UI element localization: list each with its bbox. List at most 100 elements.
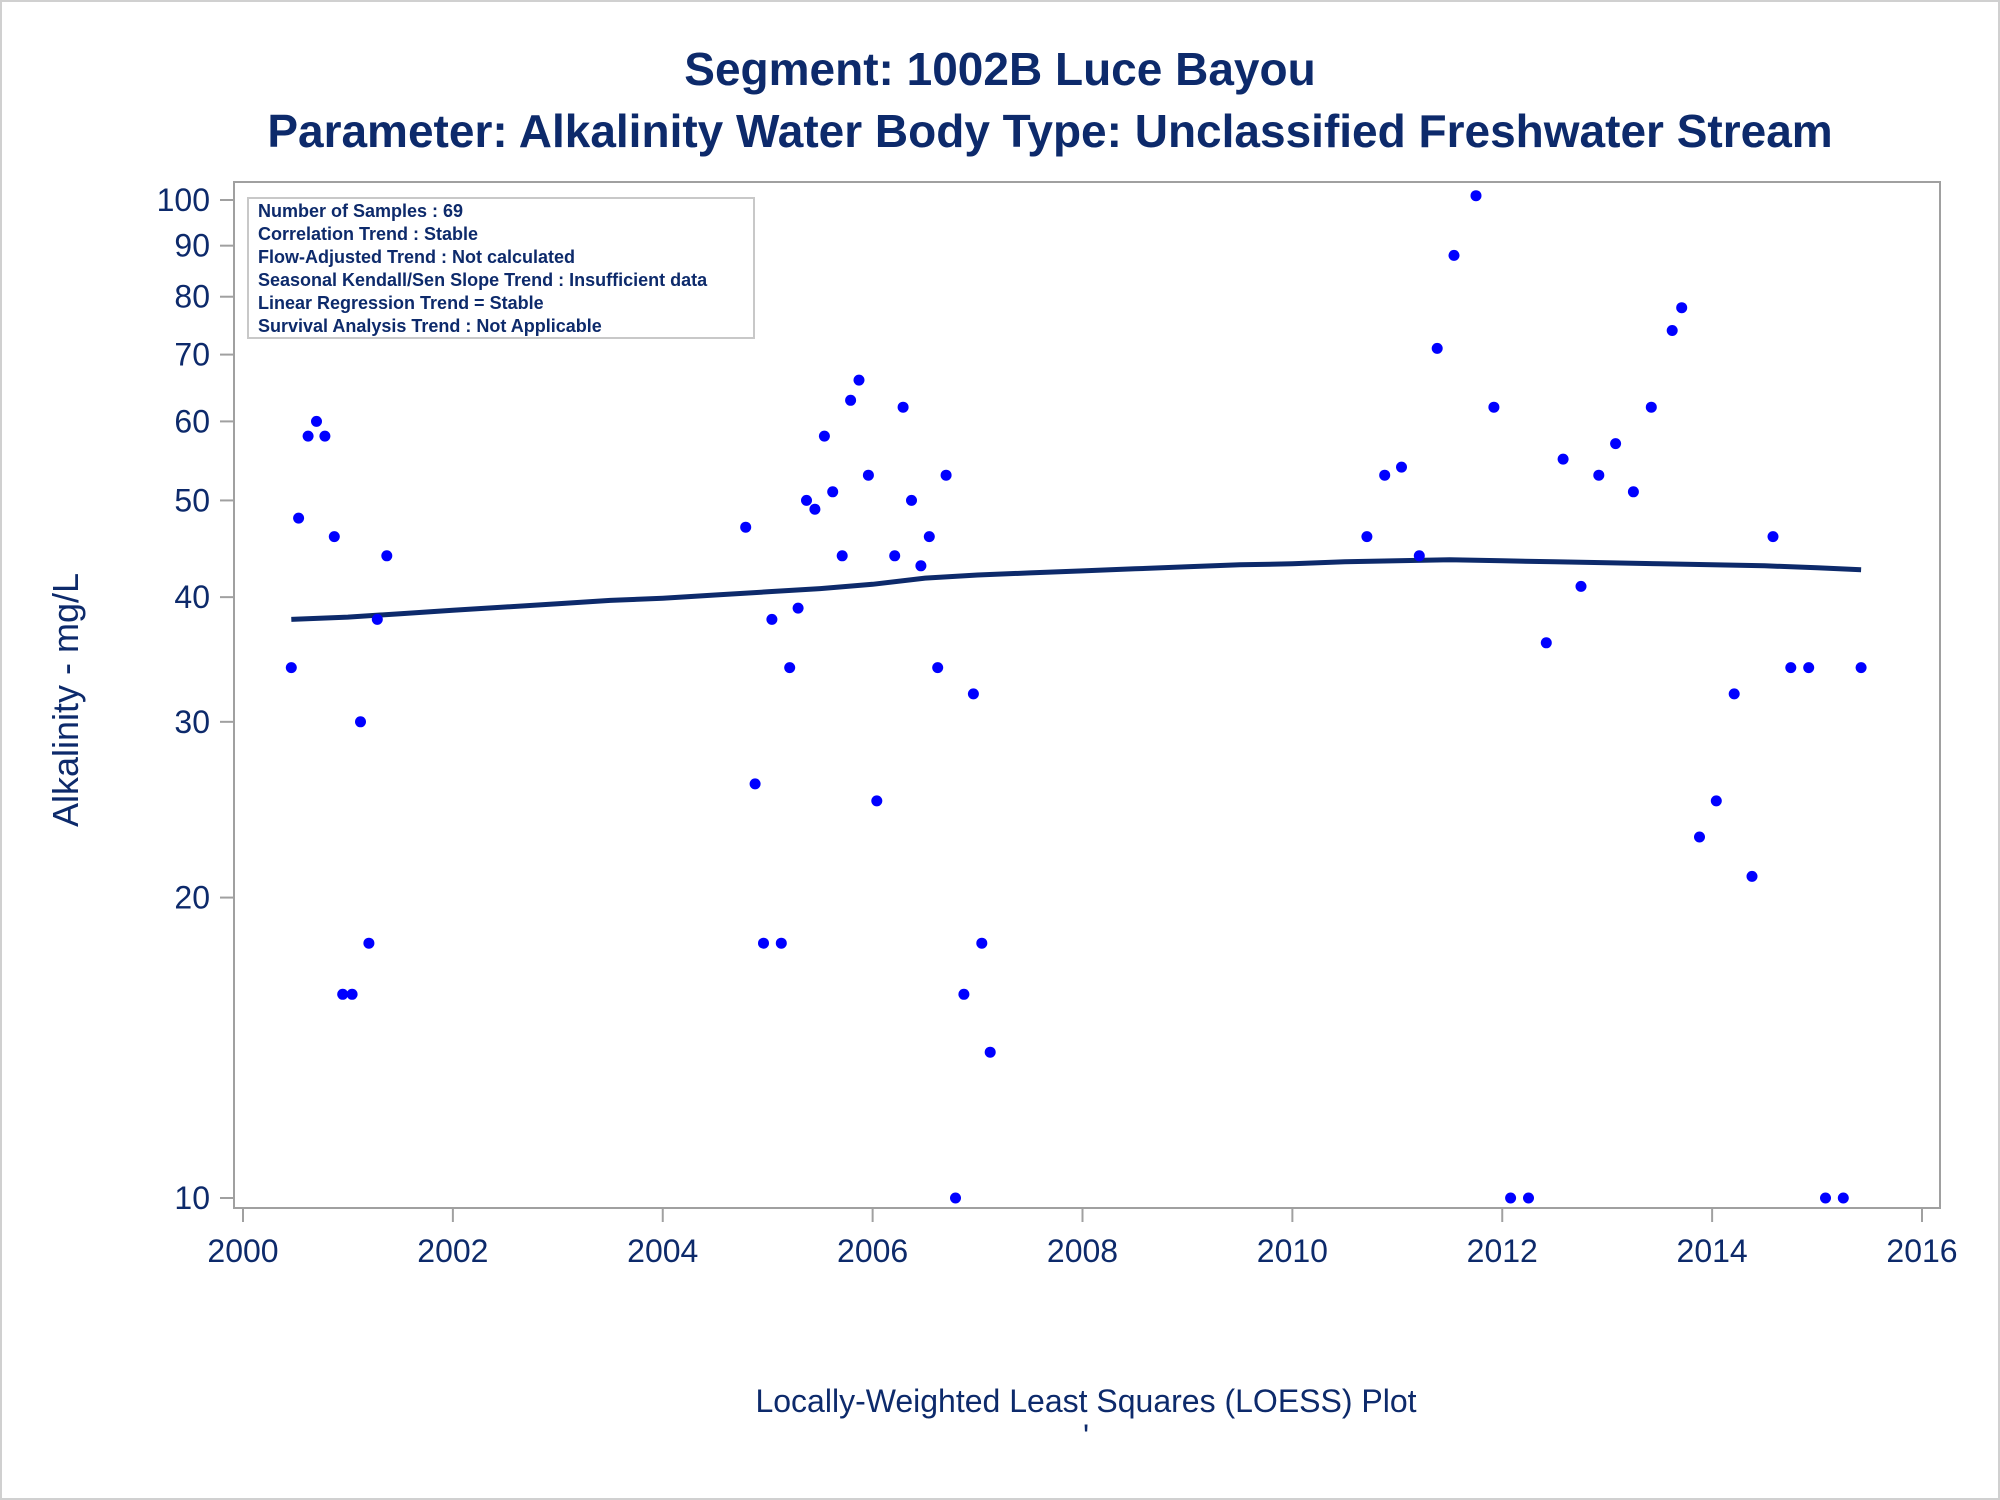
data-point (346, 988, 358, 1000)
stats-line-samples: Number of Samples : 69 (258, 201, 463, 221)
chart-title: Segment: 1002B Luce Bayou (684, 43, 1315, 95)
x-axis: 2000 2002 2004 2006 2008 2010 2012 2014 2016 (207, 1208, 1958, 1269)
data-point (984, 1046, 996, 1058)
x-tick-label: 2010 (1257, 1233, 1328, 1269)
data-point (319, 430, 331, 442)
data-point (337, 988, 349, 1000)
data-point (958, 988, 970, 1000)
y-tick-label: 80 (174, 279, 210, 315)
x-tick-label: 2000 (207, 1233, 278, 1269)
data-point (853, 374, 865, 386)
data-point (940, 469, 952, 481)
x-tick-label: 2002 (417, 1233, 488, 1269)
y-tick-label: 10 (174, 1180, 210, 1216)
stats-box-frame (247, 197, 755, 339)
x-tick-label: 2012 (1467, 1233, 1538, 1269)
data-point (809, 503, 821, 515)
data-point (1470, 190, 1482, 202)
y-tick-label: 30 (174, 704, 210, 740)
chart-subtitle: Parameter: Alkalinity Water Body Type: U… (267, 105, 1832, 157)
data-point (1575, 580, 1587, 592)
stats-line-flow-adjusted: Flow-Adjusted Trend : Not calculated (258, 247, 575, 267)
data-point (1694, 831, 1705, 843)
y-tick-label: 90 (174, 228, 210, 264)
data-point (293, 512, 305, 524)
data-point (906, 494, 917, 506)
data-point (1837, 1192, 1849, 1204)
data-point (923, 531, 935, 543)
data-point (818, 430, 830, 442)
data-point (1431, 342, 1443, 354)
data-point (1413, 550, 1425, 562)
data-point (1728, 688, 1740, 700)
data-point (1557, 453, 1569, 465)
data-point (766, 613, 778, 625)
data-point (1676, 302, 1688, 314)
data-point (285, 662, 297, 674)
stats-line-survival: Survival Analysis Trend : Not Applicable (258, 316, 602, 336)
footnote: Locally-Weighted Least Squares (LOESS) P… (755, 1383, 1416, 1419)
data-point (1820, 1192, 1831, 1204)
x-tick-label: 2016 (1886, 1233, 1957, 1269)
y-tick-label: 50 (174, 482, 210, 518)
data-point (801, 494, 812, 506)
data-point (1610, 438, 1622, 450)
data-point (1379, 469, 1391, 481)
data-point (932, 662, 944, 674)
data-point (976, 937, 988, 949)
y-tick-label: 20 (174, 880, 210, 916)
loess-line (291, 557, 1862, 622)
data-point (827, 486, 839, 498)
footnote-mark: ' (1083, 1418, 1089, 1454)
data-point (371, 613, 383, 625)
data-point (1666, 325, 1678, 336)
data-point (1627, 486, 1639, 498)
stats-line-correlation: Correlation Trend : Stable (258, 224, 478, 244)
data-point (328, 531, 340, 543)
x-tick-label: 2006 (837, 1233, 908, 1269)
stats-box: Number of Samples : 69 Correlation Trend… (247, 197, 755, 339)
data-point (381, 550, 393, 562)
x-tick-label: 2008 (1047, 1233, 1118, 1269)
data-point (915, 560, 927, 572)
data-point (1767, 531, 1779, 543)
data-point (871, 795, 883, 807)
data-point (950, 1192, 961, 1204)
x-tick-label: 2014 (1677, 1233, 1748, 1269)
data-point (967, 688, 979, 700)
stats-line-linear-regression: Linear Regression Trend = Stable (258, 293, 544, 313)
data-point (740, 521, 752, 533)
data-point (845, 394, 857, 406)
data-point (1593, 469, 1605, 481)
data-point (1645, 401, 1657, 413)
data-point (749, 778, 761, 790)
plot-area (233, 181, 1941, 1209)
data-point (758, 937, 769, 949)
data-point (897, 401, 909, 413)
data-point (889, 550, 901, 562)
data-point (1396, 461, 1407, 473)
data-point (363, 937, 375, 949)
y-axis-label: Alkalinity - mg/L (45, 573, 86, 827)
data-point (1803, 662, 1815, 674)
data-point (302, 430, 314, 442)
data-point (311, 415, 322, 427)
data-point (1488, 401, 1500, 413)
data-point (836, 550, 848, 562)
y-tick-label: 70 (174, 337, 210, 373)
data-point (1710, 795, 1722, 807)
data-point (792, 602, 804, 614)
x-tick-label: 2004 (627, 1233, 698, 1269)
data-point (1855, 662, 1867, 674)
data-point (1746, 870, 1758, 882)
data-point (1785, 662, 1797, 674)
data-point (862, 469, 874, 481)
y-tick-label: 100 (157, 182, 210, 218)
data-point (775, 937, 787, 949)
data-point (1505, 1192, 1517, 1204)
y-tick-label: 60 (174, 403, 210, 439)
stats-line-seasonal-kendall: Seasonal Kendall/Sen Slope Trend : Insuf… (258, 270, 708, 290)
data-point (1448, 249, 1460, 261)
data-point (1361, 531, 1373, 543)
